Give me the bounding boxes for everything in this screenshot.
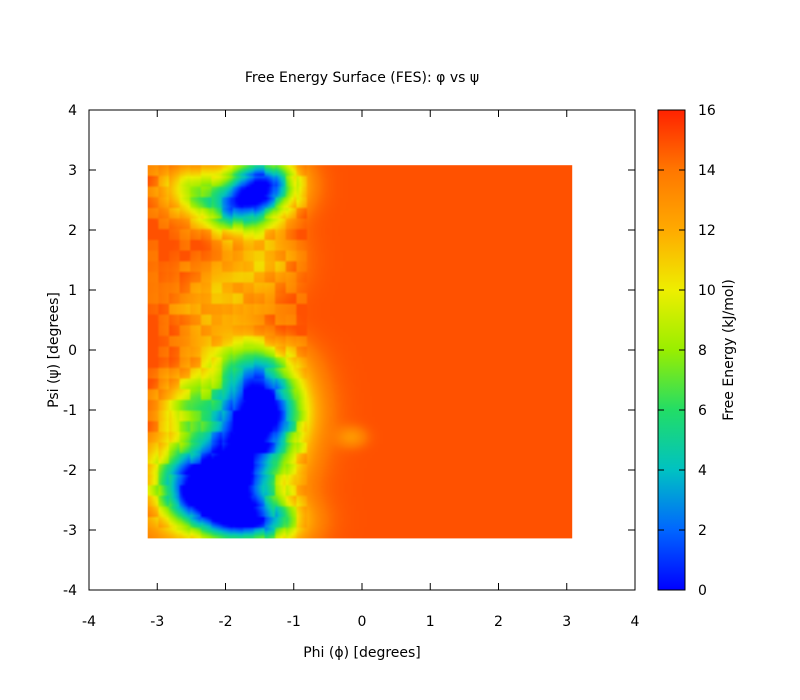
y-tick-label: 0 <box>68 343 77 359</box>
colorbar-tick-label: 10 <box>698 283 716 299</box>
colorbar-ticks: 16 14 12 10 8 6 4 2 0 <box>658 103 716 599</box>
x-axis-label: Phi (ϕ) [degrees] <box>303 645 421 661</box>
colorbar-label: Free Energy (kJ/mol) <box>721 279 737 421</box>
x-tick-label: 1 <box>426 614 435 630</box>
x-tick-label: -3 <box>150 614 164 630</box>
y-tick-label: -2 <box>63 463 77 479</box>
colorbar-tick-label: 2 <box>698 523 707 539</box>
x-axis: -4 -3 -2 -1 0 1 2 3 4 <box>82 110 640 630</box>
colorbar-tick-label: 14 <box>698 163 716 179</box>
x-tick-label: -4 <box>82 614 96 630</box>
y-tick-label: -1 <box>63 403 77 419</box>
x-tick-label: 3 <box>562 614 571 630</box>
colorbar-tick-label: 12 <box>698 223 716 239</box>
y-tick-label: 2 <box>68 223 77 239</box>
colorbar-tick-label: 16 <box>698 103 716 119</box>
y-tick-label: 4 <box>68 103 77 119</box>
y-axis: 4 3 2 1 0 -1 -2 -3 -4 <box>63 103 635 599</box>
colorbar-tick-label: 8 <box>698 343 707 359</box>
colorbar-tick-label: 0 <box>698 583 707 599</box>
y-tick-label: 1 <box>68 283 77 299</box>
chart-title: Free Energy Surface (FES): φ vs ψ <box>245 70 479 86</box>
y-tick-label: 3 <box>68 163 77 179</box>
heatmap-image <box>147 165 573 539</box>
colorbar-tick-label: 4 <box>698 463 707 479</box>
colorbar: 16 14 12 10 8 6 4 2 0 Free Energy (kJ/mol) <box>657 103 737 599</box>
y-tick-label: -3 <box>63 523 77 539</box>
y-axis-label: Psi (ψ) [degrees] <box>46 292 62 408</box>
heatmap-area <box>147 165 573 539</box>
x-tick-label: 4 <box>631 614 640 630</box>
x-tick-label: 0 <box>358 614 367 630</box>
colorbar-tick-label: 6 <box>698 403 707 419</box>
y-tick-label: -4 <box>63 583 77 599</box>
x-tick-label: 2 <box>494 614 503 630</box>
x-tick-label: -1 <box>287 614 301 630</box>
x-tick-label: -2 <box>219 614 233 630</box>
